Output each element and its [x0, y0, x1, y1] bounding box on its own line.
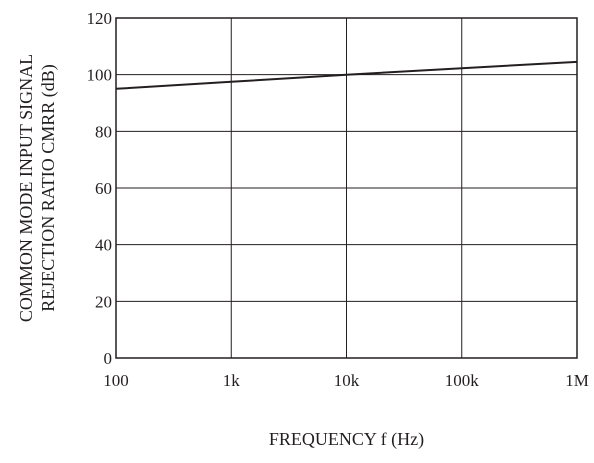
y-tick-label: 20 [95, 292, 112, 311]
x-axis-tick-labels: 100 1k 10k 100k 1M [103, 371, 589, 390]
x-tick-label: 100 [103, 371, 129, 390]
grid-lines [116, 18, 577, 358]
y-tick-label: 80 [95, 122, 112, 141]
cmrr-series-line [115, 60, 578, 90]
y-axis-title-line-1: COMMON MODE INPUT SIGNAL [16, 54, 36, 322]
x-axis-title: FREQUENCY f (Hz) [269, 429, 424, 450]
series-layer [115, 60, 578, 90]
x-tick-label: 10k [334, 371, 360, 390]
x-tick-label: 1M [565, 371, 589, 390]
plot-frame [115, 17, 578, 359]
y-tick-label: 0 [104, 349, 113, 368]
y-tick-label: 100 [87, 66, 113, 85]
y-axis-title-line-2: REJECTION RATIO CMRR (dB) [38, 64, 59, 312]
y-tick-label: 120 [87, 9, 113, 28]
y-tick-label: 60 [95, 179, 112, 198]
y-tick-label: 40 [95, 236, 112, 255]
x-tick-label: 1k [223, 371, 241, 390]
x-tick-label: 100k [445, 371, 480, 390]
y-axis-tick-labels: 0 20 40 60 80 100 120 [87, 9, 113, 368]
